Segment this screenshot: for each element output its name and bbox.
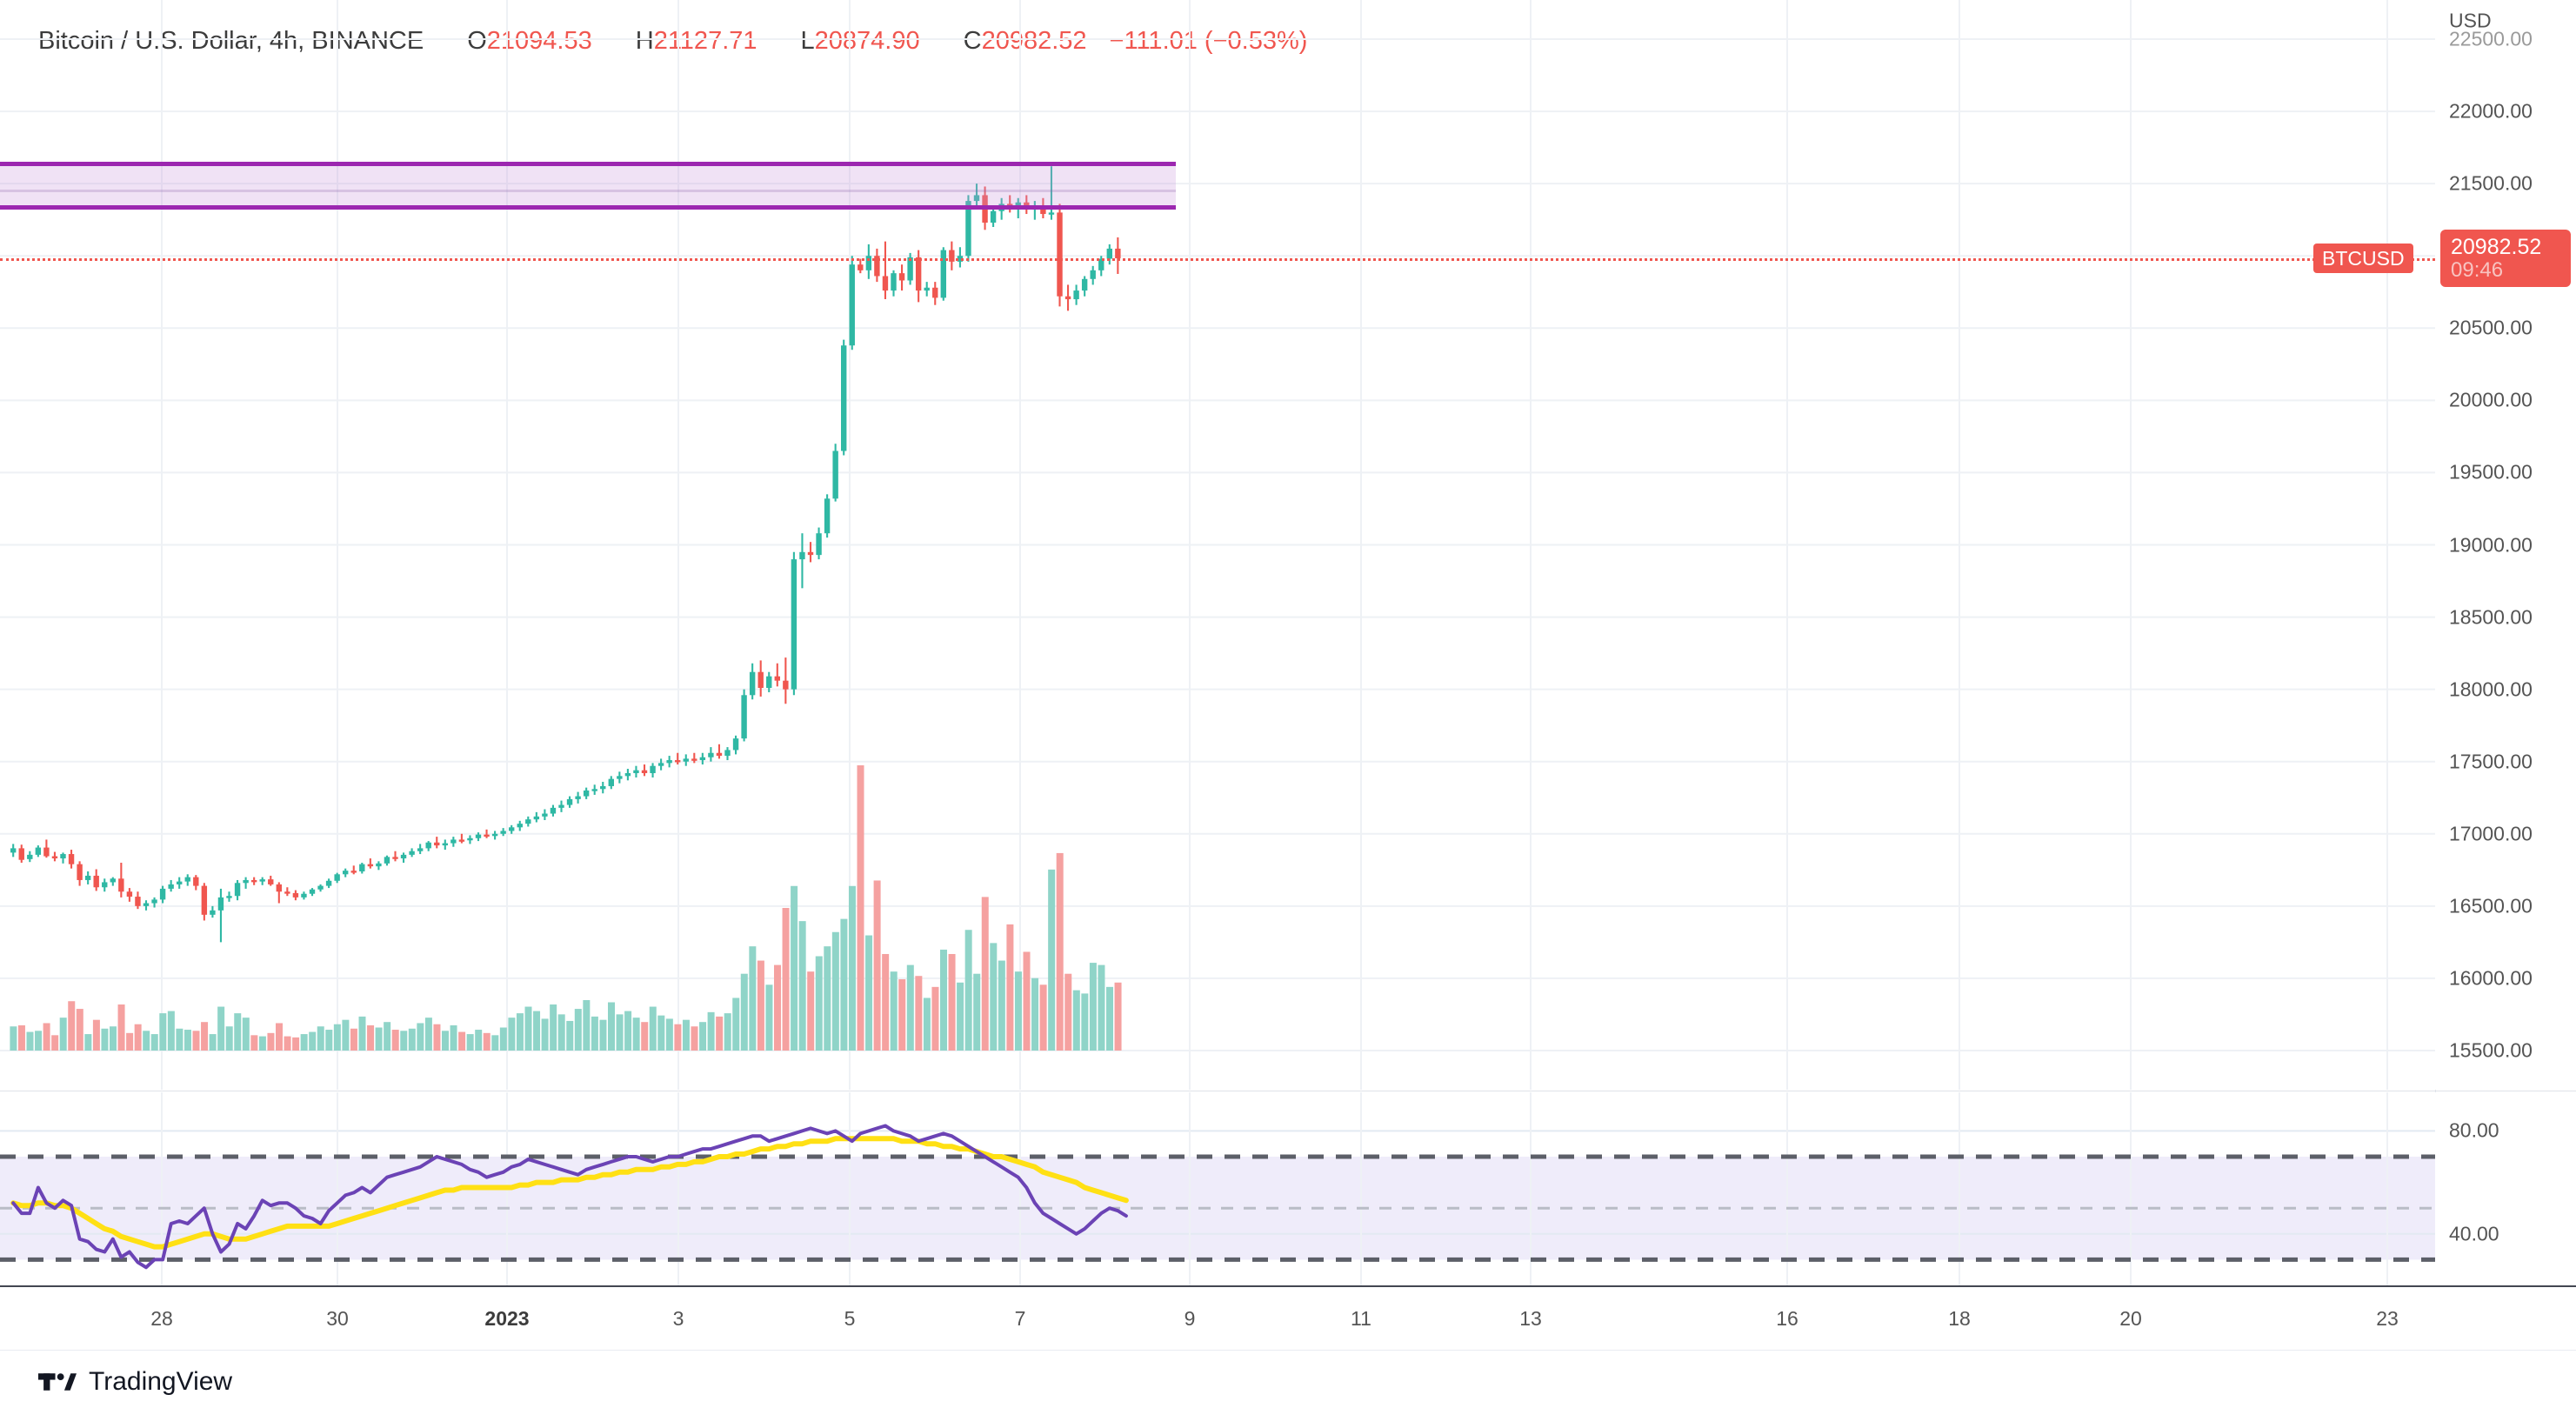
resistance-zone-top-edge — [0, 162, 1177, 167]
price-axis-tick: 19000.00 — [2449, 533, 2533, 556]
current-price-badge[interactable]: 20982.52 09:46 — [2440, 230, 2571, 288]
high-value: 21127.71 — [653, 26, 757, 55]
rsi-pane[interactable] — [0, 1092, 2435, 1285]
current-price-value: 20982.52 — [2451, 235, 2542, 260]
time-axis-separator — [0, 1285, 2576, 1287]
price-axis-tick: 22000.00 — [2449, 99, 2533, 123]
change-value: −111.01 (−0.53%) — [1109, 26, 1308, 55]
ticker-tag[interactable]: BTCUSD — [2313, 244, 2413, 274]
ohlc-high: H21127.71 — [635, 26, 757, 55]
price-axis-tick: 16500.00 — [2449, 894, 2533, 918]
price-axis-tick: 15500.00 — [2449, 1038, 2533, 1062]
price-axis-tick: 17500.00 — [2449, 750, 2533, 773]
tradingview-logo-text: TradingView — [89, 1367, 233, 1396]
resistance-zone-bottom-edge — [0, 205, 1177, 210]
close-value: 20982.52 — [981, 26, 1087, 55]
tradingview-logo-icon — [38, 1369, 77, 1395]
time-axis-tick: 13 — [1519, 1307, 1542, 1330]
price-axis-tick: 20000.00 — [2449, 388, 2533, 411]
time-axis-tick: 9 — [1184, 1307, 1196, 1330]
low-value: 20874.90 — [814, 26, 920, 55]
price-axis-tick: 16000.00 — [2449, 966, 2533, 990]
time-axis-tick: 23 — [2376, 1307, 2399, 1330]
chart-legend[interactable]: Bitcoin / U.S. Dollar, 4h, BINANCE O2109… — [38, 26, 1307, 56]
price-axis-currency: USD — [2449, 9, 2492, 32]
rsi-axis-tick: 40.00 — [2449, 1222, 2499, 1245]
rsi-plot[interactable] — [0, 1092, 2435, 1285]
time-axis-tick: 18 — [1948, 1307, 1971, 1330]
price-axis-tick: 17000.00 — [2449, 822, 2533, 845]
time-axis-tick: 11 — [1351, 1307, 1371, 1330]
open-value: 21094.53 — [486, 26, 592, 55]
time-axis-bottom-border — [0, 1350, 2576, 1351]
ohlc-close: C20982.52 — [963, 26, 1087, 55]
time-axis-tick: 2023 — [484, 1307, 530, 1330]
resistance-zone-midline — [0, 189, 1177, 192]
price-axis-tick: 21500.00 — [2449, 171, 2533, 195]
time-axis-tick: 3 — [672, 1307, 684, 1330]
time-axis-tick: 28 — [150, 1307, 173, 1330]
rsi-axis[interactable]: 80.00 40.00 — [2435, 1092, 2576, 1285]
ohlc-low: L20874.90 — [800, 26, 920, 55]
rsi-axis-tick: 80.00 — [2449, 1118, 2499, 1142]
time-axis-tick: 16 — [1776, 1307, 1799, 1330]
time-axis-tick: 20 — [2119, 1307, 2142, 1330]
price-axis-tick: 19500.00 — [2449, 460, 2533, 484]
price-axis-tick: 18500.00 — [2449, 605, 2533, 629]
price-axis[interactable]: USD 22500.00 22000.00 21500.00 20500.00 2000… — [2435, 0, 2576, 1090]
resistance-zone[interactable] — [0, 162, 1177, 210]
last-price-line — [0, 258, 2435, 262]
price-pane[interactable] — [0, 0, 2435, 1090]
time-axis-tick: 7 — [1014, 1307, 1026, 1330]
time-axis-tick: 5 — [844, 1307, 856, 1330]
price-axis-tick: 20500.00 — [2449, 316, 2533, 339]
time-axis-tick: 30 — [326, 1307, 349, 1330]
symbol-title[interactable]: Bitcoin / U.S. Dollar, 4h, BINANCE — [38, 26, 424, 55]
price-plot[interactable] — [0, 0, 2435, 1090]
tradingview-logo[interactable]: TradingView — [38, 1367, 232, 1397]
price-axis-tick: 18000.00 — [2449, 677, 2533, 701]
ohlc-open: O21094.53 — [467, 26, 592, 55]
price-axis-tick: 22500.00 — [2449, 27, 2533, 50]
current-price-time: 09:46 — [2451, 258, 2504, 283]
